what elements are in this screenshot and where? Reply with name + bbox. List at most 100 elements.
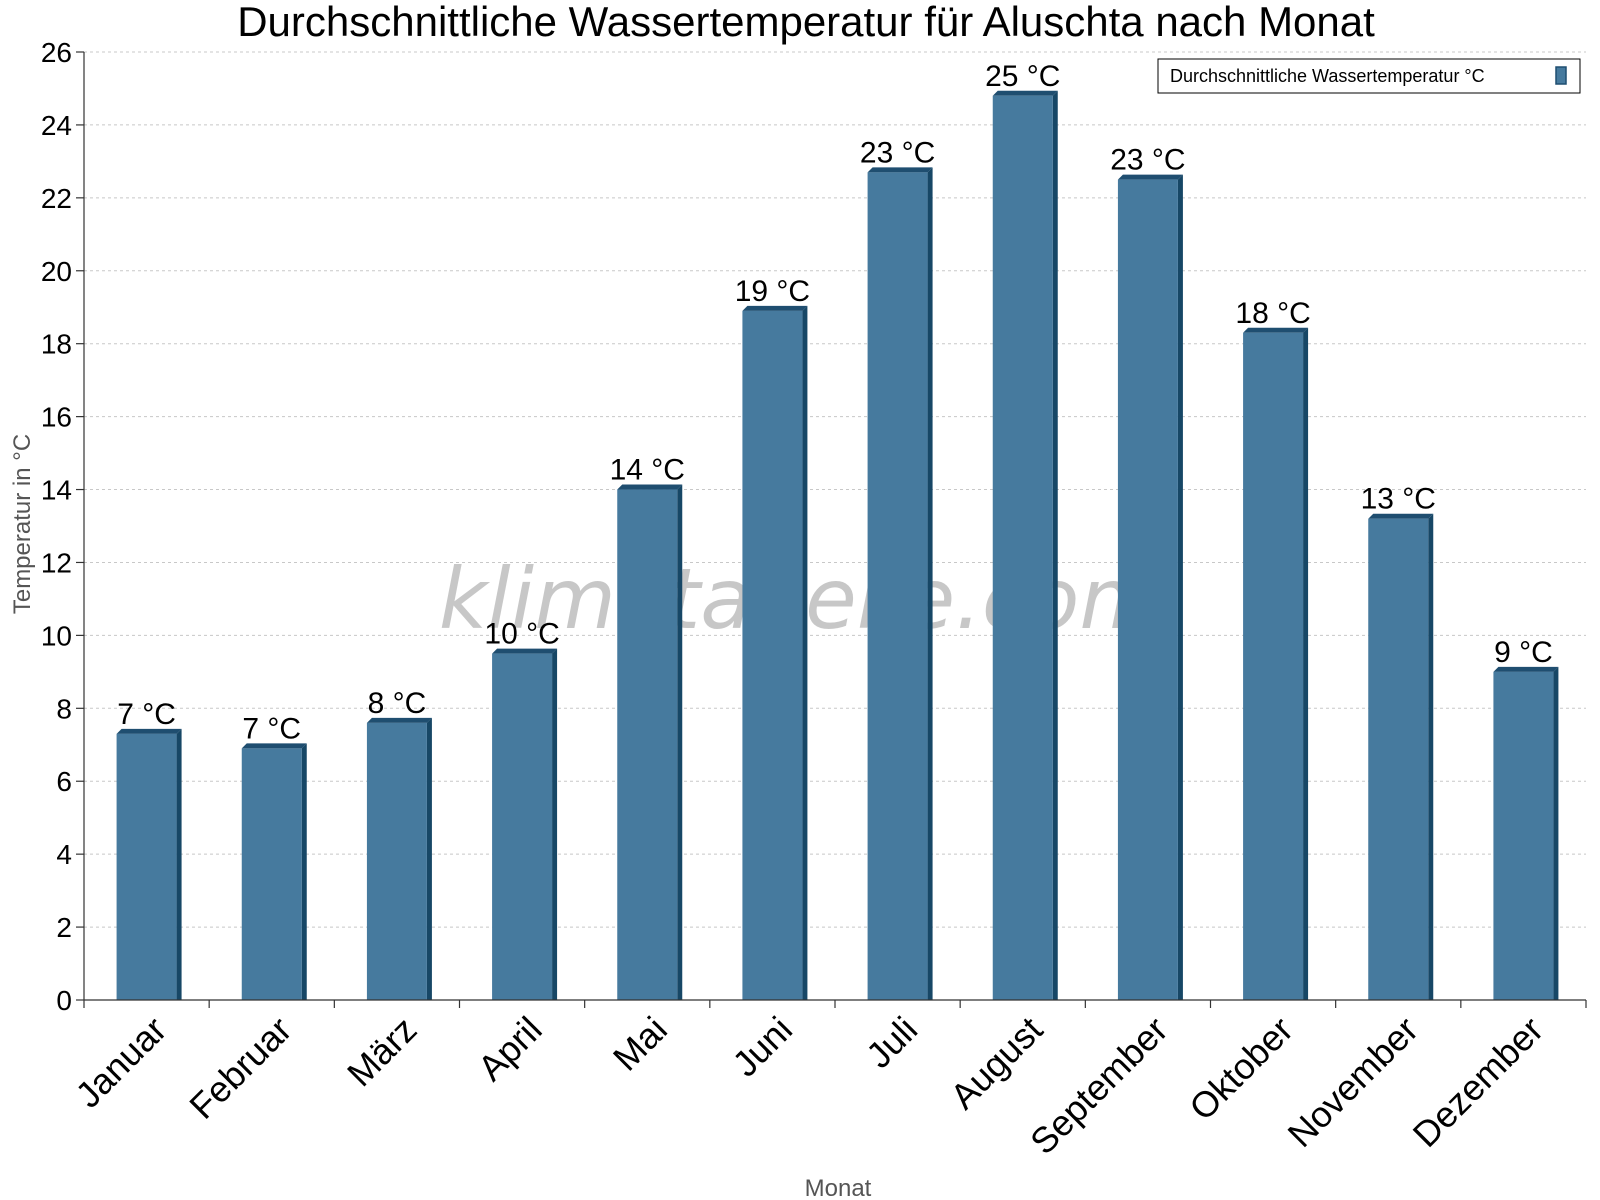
bar	[1117, 174, 1183, 1001]
chart-title: Durchschnittliche Wassertemperatur für A…	[237, 0, 1375, 45]
legend: Durchschnittliche Wassertemperatur °C	[1157, 58, 1581, 94]
x-tick-label: November	[1279, 1009, 1425, 1155]
bar-top	[366, 717, 432, 723]
bar-top	[116, 728, 182, 734]
bar-front	[867, 172, 928, 1001]
bar-front	[617, 489, 678, 1000]
data-label: 19 °C	[735, 275, 810, 308]
bar-top	[867, 167, 933, 173]
x-tick-label: Juni	[724, 1009, 800, 1085]
bar-front	[992, 95, 1053, 1000]
data-label: 18 °C	[1235, 297, 1310, 330]
grid-lines	[84, 51, 1586, 928]
bar-top	[617, 484, 683, 490]
bar-front	[116, 733, 177, 1000]
y-tick-label: 22	[41, 183, 72, 214]
bar-top	[492, 648, 558, 654]
bar	[617, 484, 683, 1000]
bar	[992, 90, 1058, 1000]
bar	[1368, 513, 1434, 1000]
bar-side	[426, 717, 432, 1000]
bar	[116, 728, 182, 1000]
y-tick-label: 10	[41, 620, 72, 651]
bar-side	[1428, 513, 1434, 1000]
bar	[867, 167, 933, 1001]
bar-front	[1117, 179, 1178, 1001]
y-axis-label: Temperatur in °C	[9, 434, 36, 614]
bar-side	[1052, 90, 1058, 1000]
y-tick-label: 0	[56, 985, 72, 1016]
bar-front	[241, 748, 302, 1000]
bar-front	[1493, 671, 1554, 1000]
y-tick-label: 24	[41, 110, 72, 141]
axes	[76, 51, 1587, 1008]
x-tick-label: Mai	[605, 1009, 675, 1079]
data-label: 13 °C	[1361, 483, 1436, 516]
bar-side	[301, 743, 307, 1000]
bar-front	[742, 310, 803, 1000]
x-tick-label: Februar	[181, 1009, 299, 1127]
y-tick-label: 6	[56, 766, 72, 797]
bar-top	[742, 305, 808, 311]
y-tick-label: 16	[41, 402, 72, 433]
y-tick-label: 8	[56, 693, 72, 724]
x-tick-label: März	[339, 1009, 425, 1095]
data-label: 8 °C	[368, 687, 427, 720]
legend-swatch	[1555, 66, 1567, 85]
bar-top	[241, 743, 307, 749]
y-tick-label: 2	[56, 912, 72, 943]
bar-side	[802, 305, 808, 1000]
data-label: 9 °C	[1494, 636, 1553, 669]
bar-top	[1368, 513, 1434, 519]
bar-side	[176, 728, 182, 1000]
bar-series	[116, 90, 1559, 1001]
bar-side	[1553, 666, 1559, 1000]
bar	[492, 648, 558, 1000]
y-tick-label: 20	[41, 256, 72, 287]
y-tick-label: 4	[56, 839, 72, 870]
data-label: 23 °C	[860, 136, 935, 169]
data-label: 23 °C	[1110, 144, 1185, 177]
x-tick-label: Oktober	[1181, 1009, 1301, 1129]
x-tick-label: April	[470, 1009, 550, 1089]
y-tick-label: 12	[41, 547, 72, 578]
x-tick-label: Januar	[67, 1009, 174, 1116]
legend-box	[1157, 58, 1581, 94]
bar-top	[1117, 174, 1183, 180]
bar-side	[927, 167, 933, 1001]
bar-top	[1243, 327, 1309, 333]
bar-front	[1368, 518, 1429, 1000]
bar-front	[492, 653, 553, 1000]
data-labels: 7 °C 7 °C 8 °C 10 °C 14 °C 19 °C 23 °C 25 °C 23 …	[117, 60, 1553, 746]
bar-side	[677, 484, 683, 1000]
bar	[1493, 666, 1559, 1000]
bar	[241, 743, 307, 1000]
y-tick-label: 26	[41, 37, 72, 68]
bar-front	[1243, 332, 1304, 1000]
data-label: 7 °C	[117, 698, 176, 731]
bar-front	[366, 722, 427, 1000]
bar-side	[1177, 174, 1183, 1001]
bar	[1243, 327, 1309, 1000]
bar	[742, 305, 808, 1000]
y-tick-label: 18	[41, 329, 72, 360]
data-label: 25 °C	[985, 60, 1060, 93]
bar-top	[992, 90, 1058, 96]
x-tick-labels: Januar Februar März April Mai Juni Juli AugustS…	[67, 1009, 1551, 1163]
bar	[366, 717, 432, 1000]
x-tick-label: August	[942, 1009, 1050, 1117]
x-axis-label: Monat	[805, 1175, 872, 1200]
x-tick-label: Juli	[858, 1009, 925, 1076]
bar-top	[1493, 666, 1559, 672]
y-tick-label: 14	[41, 475, 72, 506]
legend-entry: Durchschnittliche Wassertemperatur °C	[1170, 66, 1485, 86]
x-tick-label: Dezember	[1405, 1009, 1551, 1155]
x-tick-label: September	[1022, 1009, 1176, 1163]
bar-side	[552, 648, 558, 1000]
bar-side	[1303, 327, 1309, 1000]
data-label: 14 °C	[610, 454, 685, 487]
data-label: 7 °C	[242, 712, 301, 745]
data-label: 10 °C	[484, 618, 559, 651]
